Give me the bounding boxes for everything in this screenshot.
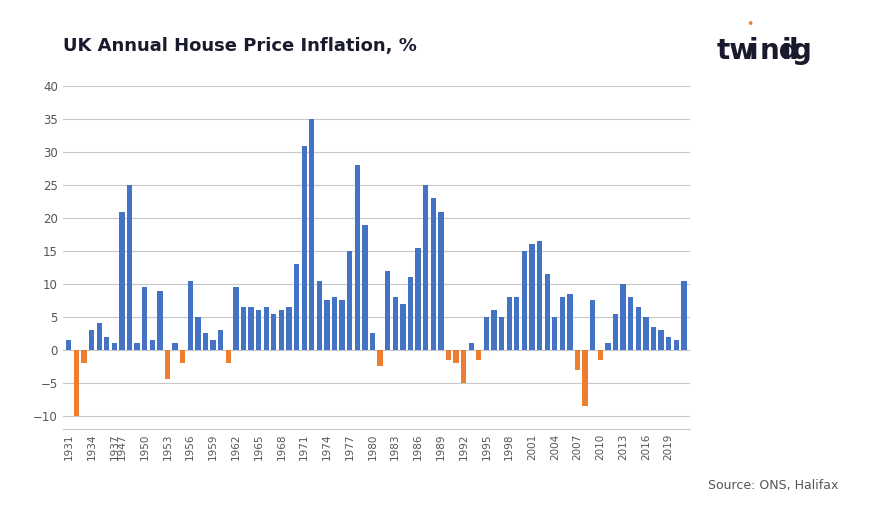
Bar — [582, 350, 588, 406]
Bar — [172, 343, 177, 350]
Bar — [506, 297, 512, 350]
Bar — [233, 287, 238, 350]
Bar — [187, 281, 193, 350]
Bar — [248, 307, 254, 350]
Bar — [347, 251, 352, 350]
Bar — [476, 350, 481, 360]
Bar — [681, 281, 686, 350]
Bar — [666, 337, 671, 350]
Bar — [416, 248, 421, 350]
Bar — [165, 350, 170, 380]
Bar — [142, 287, 147, 350]
Bar — [598, 350, 603, 360]
Bar — [575, 350, 581, 370]
Bar — [514, 297, 520, 350]
Text: UK Annual House Price Inflation, %: UK Annual House Price Inflation, % — [63, 37, 417, 54]
Bar — [620, 284, 625, 350]
Bar — [537, 241, 542, 350]
Bar — [226, 350, 231, 363]
Bar — [211, 340, 216, 350]
Bar — [355, 165, 360, 350]
Bar — [279, 310, 284, 350]
Bar — [491, 310, 496, 350]
Bar — [650, 327, 656, 350]
Bar — [606, 343, 610, 350]
Bar — [202, 333, 208, 350]
Bar — [499, 317, 504, 350]
Bar — [446, 350, 451, 360]
Bar — [461, 350, 466, 383]
Bar — [401, 304, 406, 350]
Bar — [545, 274, 550, 350]
Bar — [590, 300, 595, 350]
Bar — [104, 337, 109, 350]
Bar — [613, 314, 618, 350]
Bar — [453, 350, 459, 363]
Text: i: i — [749, 37, 759, 65]
Bar — [370, 333, 375, 350]
Bar — [119, 211, 125, 350]
Bar — [97, 324, 102, 350]
Bar — [112, 343, 117, 350]
Bar — [521, 251, 527, 350]
Bar — [340, 300, 345, 350]
Bar — [659, 330, 664, 350]
Text: nd: nd — [760, 37, 799, 65]
Text: tw: tw — [717, 37, 755, 65]
Text: i: i — [781, 37, 791, 65]
Bar — [302, 146, 306, 350]
Bar — [438, 211, 444, 350]
Bar — [635, 307, 641, 350]
Bar — [263, 307, 269, 350]
Bar — [180, 350, 185, 363]
Bar — [89, 330, 94, 350]
Bar — [241, 307, 246, 350]
Bar — [195, 317, 201, 350]
Bar — [294, 264, 299, 350]
Bar — [287, 307, 292, 350]
Bar — [628, 297, 633, 350]
Bar — [552, 317, 557, 350]
Bar — [73, 350, 79, 416]
Bar — [271, 314, 277, 350]
Bar — [567, 294, 573, 350]
Bar — [469, 343, 474, 350]
Bar — [134, 343, 140, 350]
Bar — [82, 350, 87, 363]
Bar — [362, 225, 367, 350]
Bar — [316, 281, 322, 350]
Bar — [150, 340, 155, 350]
Bar — [309, 119, 314, 350]
Bar — [408, 277, 413, 350]
Bar — [674, 340, 679, 350]
Bar — [158, 291, 162, 350]
Bar — [218, 330, 223, 350]
Bar — [392, 297, 398, 350]
Bar — [423, 185, 428, 350]
Bar — [377, 350, 383, 366]
Bar — [66, 340, 72, 350]
Bar — [560, 297, 565, 350]
Text: Source: ONS, Halifax: Source: ONS, Halifax — [708, 479, 839, 492]
Bar — [324, 300, 330, 350]
Bar — [643, 317, 649, 350]
Bar — [530, 244, 535, 350]
Text: •: • — [746, 18, 754, 31]
Text: g: g — [792, 37, 812, 65]
Bar — [332, 297, 337, 350]
Bar — [431, 198, 436, 350]
Bar — [127, 185, 133, 350]
Bar — [385, 271, 391, 350]
Bar — [484, 317, 489, 350]
Bar — [256, 310, 262, 350]
